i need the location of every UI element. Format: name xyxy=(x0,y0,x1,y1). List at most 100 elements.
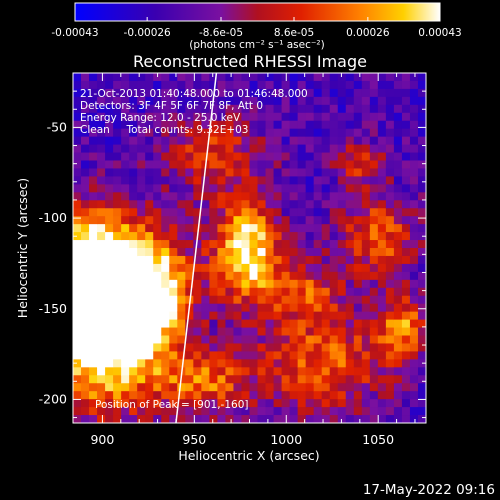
heatmap-cell xyxy=(361,208,371,217)
heatmap-cell xyxy=(297,399,307,408)
heatmap-cell xyxy=(161,415,170,423)
heatmap-cell xyxy=(185,88,194,98)
heatmap-cell xyxy=(361,88,371,98)
heatmap-cell xyxy=(385,391,395,400)
heatmap-cell xyxy=(393,208,403,217)
heatmap-cell xyxy=(369,279,379,289)
heatmap-cell xyxy=(169,343,178,352)
heatmap-cell xyxy=(121,335,130,345)
heatmap-cell xyxy=(257,152,267,162)
heatmap-cell xyxy=(217,367,227,376)
heatmap-cell xyxy=(297,303,307,313)
heatmap-cell xyxy=(169,359,178,368)
heatmap-cell xyxy=(417,359,426,368)
heatmap-cell xyxy=(97,136,106,146)
heatmap-cell xyxy=(97,160,106,170)
heatmap-cell xyxy=(161,383,170,392)
heatmap-cell xyxy=(361,343,371,352)
heatmap-cell xyxy=(145,367,154,376)
heatmap-cell xyxy=(81,255,90,265)
heatmap-cell xyxy=(281,136,291,146)
heatmap-cell xyxy=(249,240,259,249)
heatmap-cell xyxy=(121,295,130,305)
heatmap-cell xyxy=(89,168,98,177)
heatmap-cell xyxy=(233,391,243,400)
heatmap-cell xyxy=(105,88,114,98)
heatmap-cell xyxy=(345,168,355,177)
heatmap-cell xyxy=(241,367,251,376)
heatmap-cell xyxy=(249,415,259,423)
heatmap-cell xyxy=(217,96,227,106)
heatmap-cell xyxy=(289,359,299,368)
heatmap-cell xyxy=(177,295,186,305)
heatmap-cell xyxy=(345,391,355,400)
heatmap-cell xyxy=(361,335,371,345)
heatmap-cell xyxy=(265,224,275,233)
heatmap-cell xyxy=(353,287,363,297)
heatmap-cell xyxy=(377,391,387,400)
heatmap-cell xyxy=(321,224,331,233)
heatmap-cell xyxy=(337,248,347,257)
heatmap-cell xyxy=(321,319,331,329)
heatmap-cell xyxy=(193,255,202,265)
heatmap-cell xyxy=(105,200,114,209)
heatmap-cell xyxy=(281,192,291,201)
heatmap-cell xyxy=(385,80,395,90)
heatmap-cell xyxy=(305,120,315,130)
heatmap-cell xyxy=(97,224,106,233)
heatmap-cell xyxy=(273,232,283,241)
heatmap-cell xyxy=(169,80,178,90)
heatmap-cell xyxy=(265,104,275,114)
heatmap-cell xyxy=(305,375,315,384)
heatmap-cell xyxy=(73,216,82,225)
heatmap-cell xyxy=(417,415,426,423)
heatmap-cell xyxy=(409,295,419,305)
heatmap-cell xyxy=(305,319,315,329)
heatmap-cell xyxy=(305,192,315,201)
heatmap-cell xyxy=(369,80,379,90)
heatmap-cell xyxy=(185,216,194,225)
heatmap-cell xyxy=(313,263,323,273)
heatmap-cell xyxy=(297,104,307,114)
heatmap-cell xyxy=(121,88,130,98)
heatmap-cell xyxy=(305,271,315,281)
heatmap-cell xyxy=(105,208,114,217)
heatmap-cell xyxy=(241,343,251,352)
heatmap-cell xyxy=(201,104,210,114)
heatmap-cell xyxy=(345,200,355,209)
heatmap-cell xyxy=(153,73,162,82)
heatmap-cell xyxy=(393,335,403,345)
heatmap-cell xyxy=(305,367,315,376)
heatmap-cell xyxy=(145,208,154,217)
heatmap-cell xyxy=(185,248,194,257)
heatmap-cell xyxy=(345,399,355,408)
heatmap-cell xyxy=(137,391,146,400)
heatmap-cell xyxy=(193,184,202,193)
heatmap-cell xyxy=(169,73,178,82)
heatmap-cell xyxy=(313,120,323,130)
heatmap-cell xyxy=(321,160,331,170)
heatmap-cell xyxy=(377,96,387,106)
heatmap-cell xyxy=(241,208,251,217)
heatmap-cell xyxy=(169,287,178,297)
heatmap-cell xyxy=(185,287,194,297)
heatmap-cell xyxy=(361,303,371,313)
heatmap-cell xyxy=(345,73,355,82)
heatmap-cell xyxy=(81,216,90,225)
heatmap-cell xyxy=(201,80,210,90)
heatmap-cell xyxy=(201,128,210,138)
heatmap-cell xyxy=(369,383,379,392)
heatmap-cell xyxy=(105,136,114,146)
heatmap-cell xyxy=(233,192,243,201)
heatmap-cell xyxy=(249,271,259,281)
heatmap-cell xyxy=(377,240,387,249)
heatmap-cell xyxy=(177,303,186,313)
heatmap-cell xyxy=(241,216,251,225)
heatmap-cell xyxy=(369,216,379,225)
heatmap-cell xyxy=(377,208,387,217)
heatmap-cell xyxy=(321,399,331,408)
heatmap-cell xyxy=(249,136,259,146)
heatmap-cell xyxy=(193,168,202,177)
heatmap-cell xyxy=(313,216,323,225)
colorbar-gradient xyxy=(74,2,441,22)
